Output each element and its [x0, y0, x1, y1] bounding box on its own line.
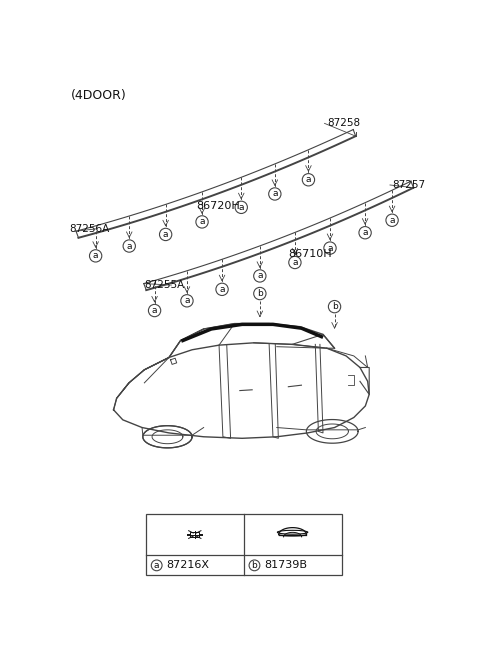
Text: 87216X: 87216X [167, 560, 210, 570]
Text: a: a [292, 258, 298, 267]
Text: a: a [362, 228, 368, 237]
Bar [190, 532, 199, 537]
Text: 87258: 87258 [327, 118, 360, 129]
Text: a: a [163, 230, 168, 239]
Text: a: a [327, 243, 333, 253]
Text: a: a [306, 175, 311, 184]
Text: a: a [257, 272, 263, 280]
Text: a: a [127, 241, 132, 251]
Text: a: a [152, 306, 157, 315]
Text: b: b [332, 302, 337, 311]
Text: 87257: 87257 [392, 180, 425, 190]
Text: 86710H: 86710H [288, 249, 332, 259]
Text: (4DOOR): (4DOOR) [71, 89, 126, 102]
Text: 87256A: 87256A [69, 224, 109, 234]
Text: a: a [239, 203, 244, 212]
Text: a: a [93, 251, 98, 260]
Text: 86720H: 86720H [196, 201, 240, 211]
Text: a: a [184, 297, 190, 305]
Text: a: a [219, 285, 225, 294]
Text: b: b [252, 561, 257, 570]
Text: a: a [154, 561, 159, 570]
Text: a: a [272, 190, 277, 199]
Text: a: a [389, 216, 395, 225]
Text: 81739B: 81739B [264, 560, 308, 570]
Text: a: a [199, 217, 205, 226]
Text: b: b [257, 289, 263, 298]
Text: 87255A: 87255A [144, 280, 185, 290]
Bar [146, 514, 342, 575]
